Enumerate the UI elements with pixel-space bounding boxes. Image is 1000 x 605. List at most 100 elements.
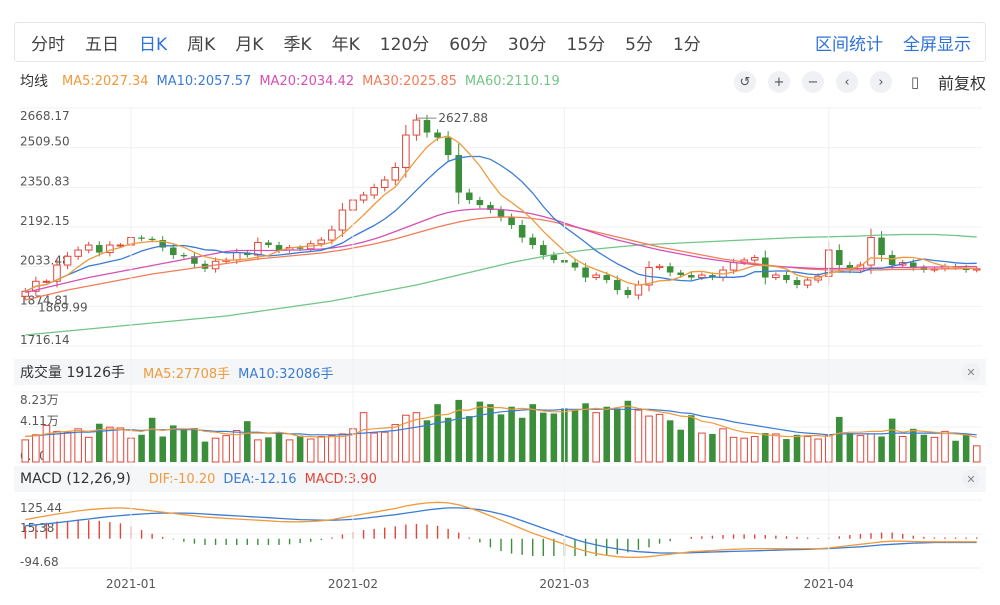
- candle-down: [455, 155, 462, 193]
- volume-bar-up: [53, 430, 61, 463]
- volume-bar-up: [941, 430, 949, 463]
- candle-down: [434, 132, 441, 138]
- tab-4[interactable]: 月K: [235, 34, 264, 55]
- interval-stats-link[interactable]: 区间统计: [815, 34, 883, 55]
- volume-bar-down: [836, 416, 843, 462]
- volume-bar-down: [709, 433, 716, 462]
- candle-up: [116, 244, 125, 247]
- volume-bar-up: [338, 433, 347, 463]
- volume-header: [14, 359, 986, 385]
- volume-bar-up: [592, 412, 600, 463]
- volume-bar-up: [74, 428, 82, 463]
- close-volume-icon[interactable]: ✕: [962, 363, 980, 381]
- volume-bar-down: [888, 418, 896, 462]
- candle-up: [729, 262, 738, 271]
- adjust-mode-button[interactable]: 前复权: [937, 74, 986, 93]
- tab-6[interactable]: 年K: [331, 34, 360, 55]
- volume-bar-down: [783, 439, 790, 462]
- macd-legend-title: MACD (12,26,9): [20, 471, 131, 487]
- tab-9[interactable]: 30分: [507, 34, 547, 55]
- zoom-in-icon[interactable]: +: [767, 71, 790, 93]
- undo-icon[interactable]: ↺: [733, 71, 756, 93]
- legend-dif: DIF:-10.20: [148, 471, 216, 487]
- candle-down: [709, 275, 716, 278]
- price-tick-label: 1874.81: [20, 293, 70, 307]
- volume-bar-up: [359, 412, 368, 463]
- candle-up: [972, 268, 981, 271]
- tab-10[interactable]: 15分: [566, 34, 606, 55]
- volume-bar-up: [856, 435, 865, 463]
- candle-up: [867, 237, 875, 266]
- candle-down: [529, 237, 536, 246]
- volume-bar-up: [254, 439, 262, 463]
- price-tick-label: 2350.83: [20, 174, 70, 188]
- tab-1[interactable]: 五日: [85, 34, 119, 55]
- x-tick-label: 2021-03: [539, 577, 589, 591]
- next-icon[interactable]: ›: [869, 71, 892, 93]
- candle-up: [359, 194, 368, 201]
- candle-up: [698, 274, 706, 279]
- candle-icon[interactable]: ▯: [910, 73, 920, 91]
- volume-bar-up: [328, 435, 336, 463]
- tab-11[interactable]: 5分: [625, 34, 653, 55]
- macd-tick-label: 125.44: [20, 501, 62, 515]
- volume-bar-down: [614, 408, 621, 462]
- volume-bar-up: [63, 431, 72, 463]
- candle-down: [836, 250, 843, 266]
- volume-bar-up: [867, 433, 875, 463]
- volume-bar-down: [434, 404, 441, 462]
- volume-bar-down: [910, 428, 917, 462]
- price-tick-label: 2033.48: [20, 254, 70, 268]
- legend-dea: DEA:-12.16: [223, 471, 297, 487]
- volume-bar-down: [762, 433, 769, 462]
- volume-bar-up: [317, 435, 326, 463]
- candle-up: [338, 209, 347, 231]
- candle-up: [750, 257, 759, 261]
- tab-5[interactable]: 季K: [283, 34, 312, 55]
- volume-bar-down: [191, 427, 198, 462]
- volume-bar-down: [582, 403, 589, 462]
- candle-down: [275, 245, 283, 251]
- volume-bar-up: [972, 445, 981, 463]
- legend-vol-ma10: MA10:32086手: [238, 366, 334, 382]
- candle-down: [265, 242, 272, 246]
- zoom-out-icon[interactable]: −: [801, 71, 824, 93]
- fullscreen-link[interactable]: 全屏显示: [903, 34, 971, 55]
- candle-up: [328, 229, 336, 241]
- volume-ma5-line: [25, 405, 977, 438]
- tab-8[interactable]: 60分: [449, 34, 488, 55]
- legend-vol-ma5: MA5:27708手: [143, 366, 231, 382]
- ma30-line: [25, 216, 977, 301]
- prev-icon[interactable]: ‹: [835, 71, 858, 93]
- candle-up: [232, 252, 241, 261]
- tab-12[interactable]: 1分: [672, 34, 701, 55]
- volume-bar-up: [84, 436, 93, 463]
- macd-tick-label: -94.68: [20, 555, 59, 569]
- volume-bar-down: [148, 417, 156, 462]
- volume-legend: 成交量 19126手 MA5:27708手 MA10:32086手: [20, 359, 342, 385]
- volume-bar-down: [846, 433, 854, 462]
- legend-ma5: MA5:2027.34: [62, 73, 149, 89]
- tab-7[interactable]: 120分: [379, 34, 430, 55]
- candle-down: [296, 247, 304, 249]
- candle-down: [614, 280, 621, 291]
- macd-legend: MACD (12,26,9) DIF:-10.20 DEA:-12.16 MAC…: [20, 466, 385, 492]
- candle-down: [688, 275, 695, 278]
- tab-0[interactable]: 分时: [31, 34, 65, 55]
- min-annotation-label: 1869.99: [38, 301, 88, 315]
- volume-bar-up: [930, 436, 939, 463]
- volume-bar-up: [285, 439, 294, 463]
- close-macd-icon[interactable]: ✕: [962, 470, 980, 488]
- price-legend-title: 均线: [20, 74, 48, 90]
- volume-bar-up: [380, 431, 389, 463]
- volume-bar-up: [21, 439, 30, 463]
- volume-bar-down: [550, 413, 558, 462]
- tab-2[interactable]: 日K: [139, 34, 168, 55]
- candle-down: [783, 275, 790, 281]
- candle-down: [244, 252, 251, 256]
- volume-bar-down: [571, 410, 579, 462]
- period-toolbar: 分时 五日 日K 周K 月K 季K 年K 120分 60分 30分 15分 5分 1分 区间统计 全屏显…: [14, 22, 986, 62]
- tab-3[interactable]: 周K: [187, 34, 216, 55]
- candle-up: [63, 255, 72, 266]
